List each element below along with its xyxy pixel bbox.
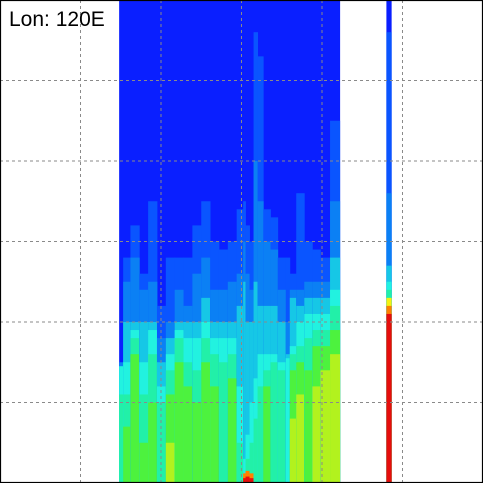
contour-band-level-6 — [139, 394, 149, 483]
contour-band-level-8 — [312, 386, 321, 483]
contour-band-level-6 — [119, 394, 124, 483]
contour-band-level-6 — [236, 442, 244, 483]
contour-band-level-8 — [289, 418, 297, 483]
contour-band-level-6 — [270, 362, 279, 483]
contour-band-level-6 — [277, 370, 287, 483]
contour-band-level-8 — [296, 394, 305, 483]
contour-band-level-7 — [263, 386, 271, 483]
contour-band-level-8 — [320, 370, 331, 483]
contour-band-level-11 — [245, 476, 250, 483]
contour-band-level-7 — [148, 402, 158, 483]
contour-band-level-6 — [257, 386, 264, 483]
contour-band-level-5 — [243, 458, 246, 483]
contour-band-level-7 — [130, 354, 140, 483]
contour-band-level-7 — [227, 378, 238, 483]
missing-data-region — [0, 0, 120, 483]
contour-band-level-7 — [304, 370, 313, 483]
contour-band-level-7 — [192, 402, 202, 483]
contour-band-level-7 — [210, 386, 220, 483]
chart-title: Lon: 120E — [9, 8, 105, 31]
contour-band-level-10 — [243, 473, 246, 483]
contour-band-level-6 — [218, 362, 229, 483]
contour-band-level-6 — [156, 402, 167, 483]
contour-band-level-7 — [139, 442, 149, 483]
contour-band-level-4 — [243, 281, 246, 483]
contour-band-level-8 — [165, 442, 176, 483]
contour-band-level-6 — [249, 442, 254, 483]
contour-band-level-7 — [123, 426, 131, 483]
contour-band-level-11 — [243, 478, 246, 483]
contour-band-level-11 — [386, 313, 392, 483]
contour-band-level-5 — [285, 358, 291, 483]
contour-band-level-7 — [174, 362, 184, 483]
contour-band-level-7 — [201, 362, 211, 483]
contour-band-level-7 — [183, 386, 193, 483]
missing-data-region — [391, 0, 483, 483]
contour-band-level-5 — [236, 386, 244, 483]
contour-band-level-8 — [330, 354, 341, 483]
contour-band-level-6 — [253, 418, 258, 483]
contour-band-level-10 — [249, 473, 254, 483]
contour-band-level-7 — [165, 394, 176, 483]
contour-band-level-11 — [249, 478, 254, 483]
